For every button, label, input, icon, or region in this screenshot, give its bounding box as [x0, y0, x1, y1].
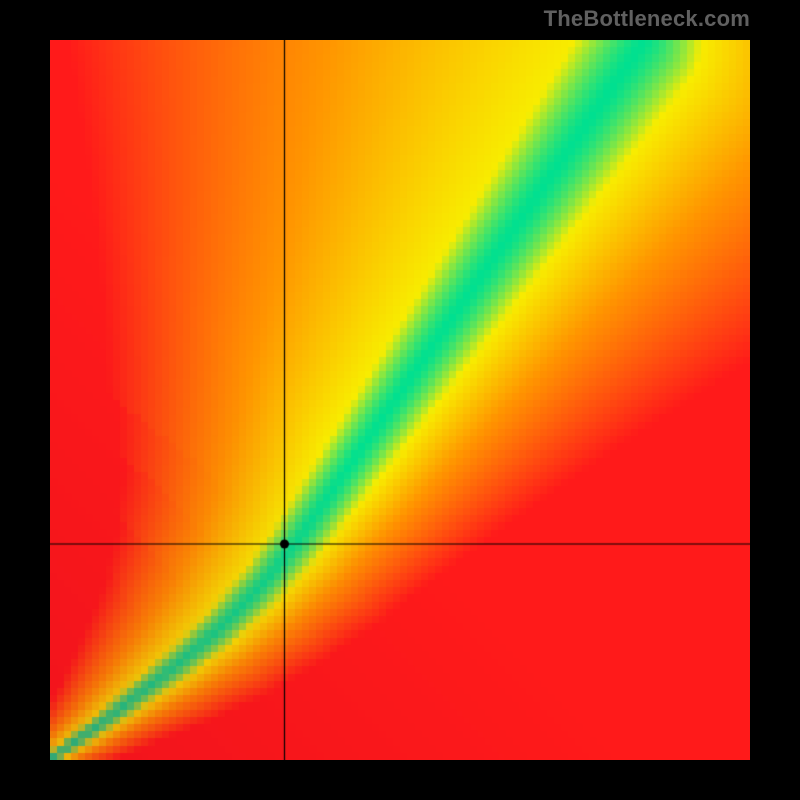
watermark-text: TheBottleneck.com: [544, 6, 750, 32]
bottleneck-heatmap: [50, 40, 750, 760]
